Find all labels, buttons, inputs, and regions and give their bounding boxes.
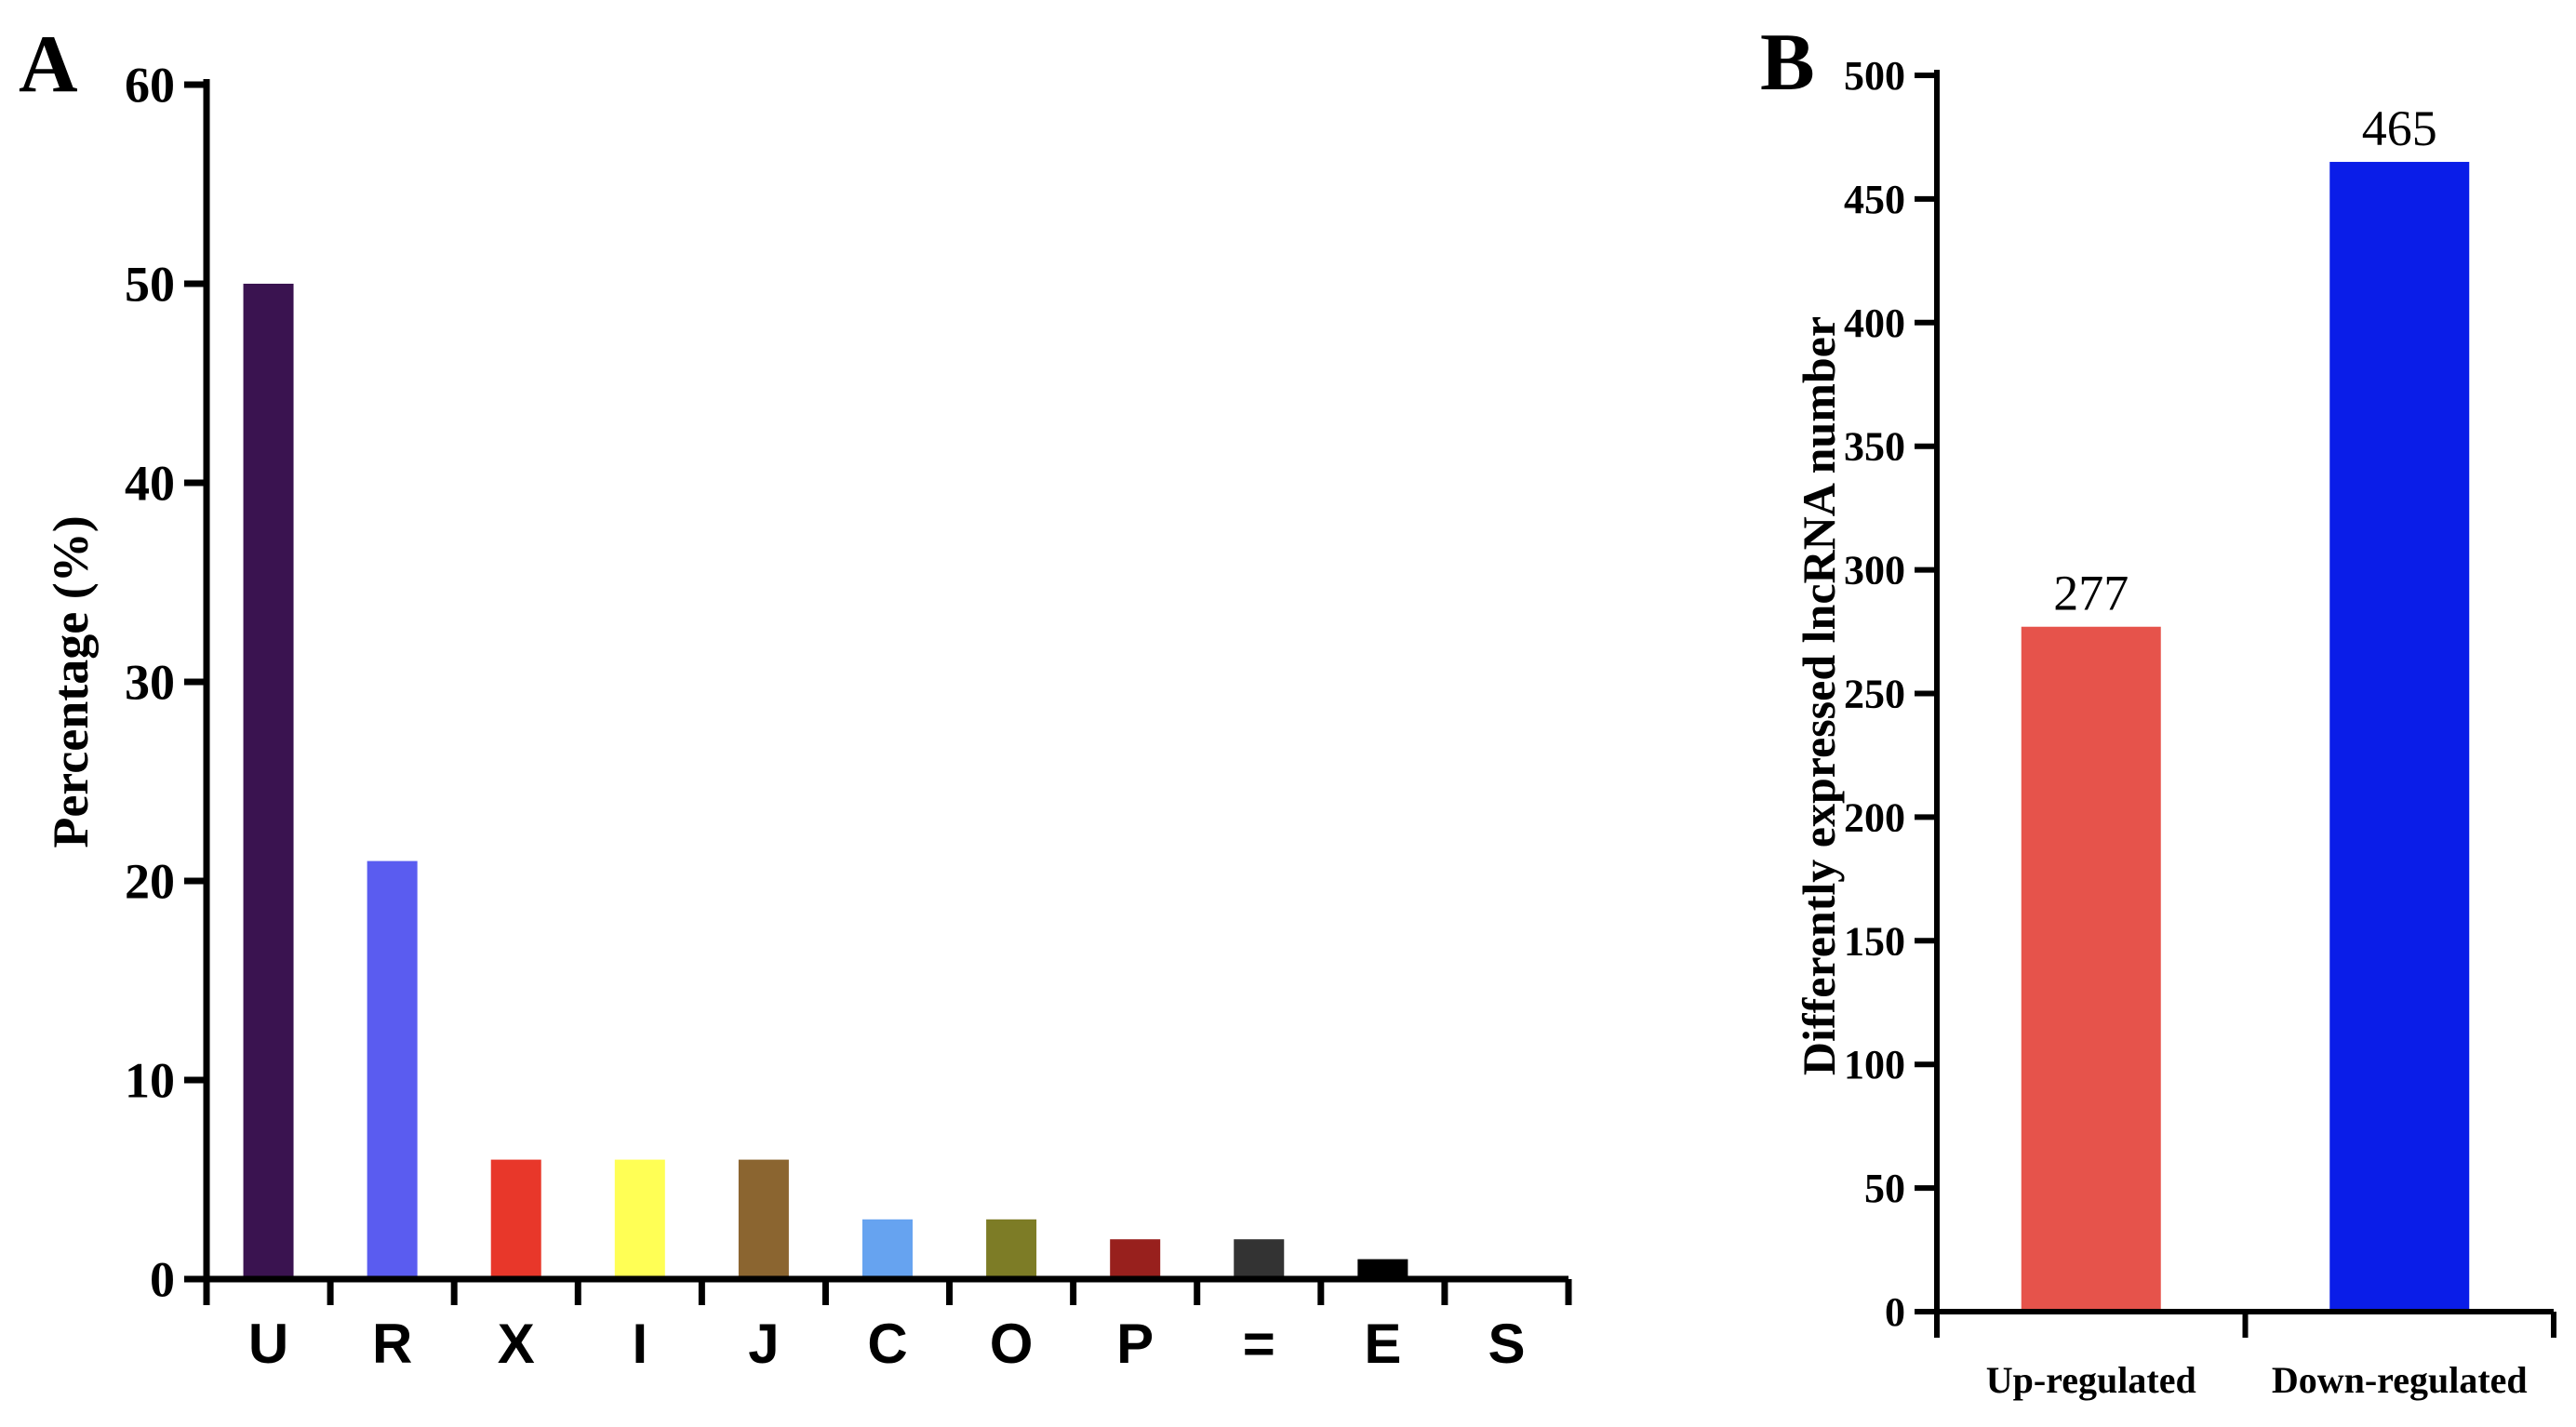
bar-o xyxy=(986,1219,1037,1279)
bar-p xyxy=(1110,1239,1161,1279)
x-tick-label: O xyxy=(990,1313,1034,1375)
bar-j xyxy=(738,1159,789,1279)
bar-down-regulated xyxy=(2329,162,2470,1312)
x-tick-label: Up-regulated xyxy=(1986,1359,2196,1401)
y-tick-label: 450 xyxy=(1844,177,1905,222)
y-tick-label: 0 xyxy=(1885,1289,1905,1335)
x-tick-label: J xyxy=(748,1313,779,1375)
y-tick-label: 10 xyxy=(125,1052,175,1108)
x-tick-label: P xyxy=(1116,1313,1154,1375)
x-tick-label: C xyxy=(867,1313,907,1375)
bar-x xyxy=(490,1159,541,1279)
y-tick-label: 60 xyxy=(125,57,175,113)
y-tick-label: 50 xyxy=(125,256,175,312)
y-tick-label: 100 xyxy=(1844,1042,1905,1087)
y-tick-label: 250 xyxy=(1844,671,1905,716)
y-axis-label: Differently expressed lncRNA number xyxy=(1793,316,1845,1075)
bar-r xyxy=(367,860,418,1279)
x-tick-label: I xyxy=(632,1313,647,1375)
y-tick-label: 200 xyxy=(1844,794,1905,840)
bar-up-regulated xyxy=(2021,626,2161,1312)
panel-label: B xyxy=(1760,18,1815,108)
y-tick-label: 40 xyxy=(125,455,175,511)
data-label: 277 xyxy=(2053,566,2129,621)
y-tick-label: 50 xyxy=(1864,1166,1905,1211)
bar-e xyxy=(1357,1259,1408,1279)
x-tick-label: X xyxy=(498,1313,535,1375)
y-tick-label: 20 xyxy=(125,853,175,909)
y-tick-label: 350 xyxy=(1844,424,1905,470)
x-tick-label: = xyxy=(1243,1313,1275,1375)
y-tick-label: 150 xyxy=(1844,918,1905,964)
y-tick-label: 500 xyxy=(1844,53,1905,99)
y-axis-label: Percentage (%) xyxy=(43,515,99,847)
bar-i xyxy=(614,1159,665,1279)
x-tick-label: E xyxy=(1364,1313,1401,1375)
data-label: 465 xyxy=(2362,100,2437,156)
panel-label: A xyxy=(19,20,78,110)
bar- xyxy=(1234,1239,1285,1279)
y-tick-label: 0 xyxy=(150,1251,175,1307)
panel-b: B Differently expressed lncRNA number 277 4… xyxy=(1760,18,2556,1401)
y-tick-label: 300 xyxy=(1844,548,1905,593)
bar-c xyxy=(862,1219,913,1279)
bar-u xyxy=(243,284,294,1279)
panel-a: A Percentage (%) 0 10 20 30 40 50 60 U R X I J C O P = E S xyxy=(19,20,1572,1375)
x-tick-label: Down-regulated xyxy=(2272,1359,2528,1401)
x-tick-label: R xyxy=(372,1313,412,1375)
y-tick-label: 30 xyxy=(125,654,175,710)
y-tick-label: 400 xyxy=(1844,300,1905,346)
x-tick-label: S xyxy=(1488,1313,1525,1375)
x-tick-label: U xyxy=(248,1313,288,1375)
